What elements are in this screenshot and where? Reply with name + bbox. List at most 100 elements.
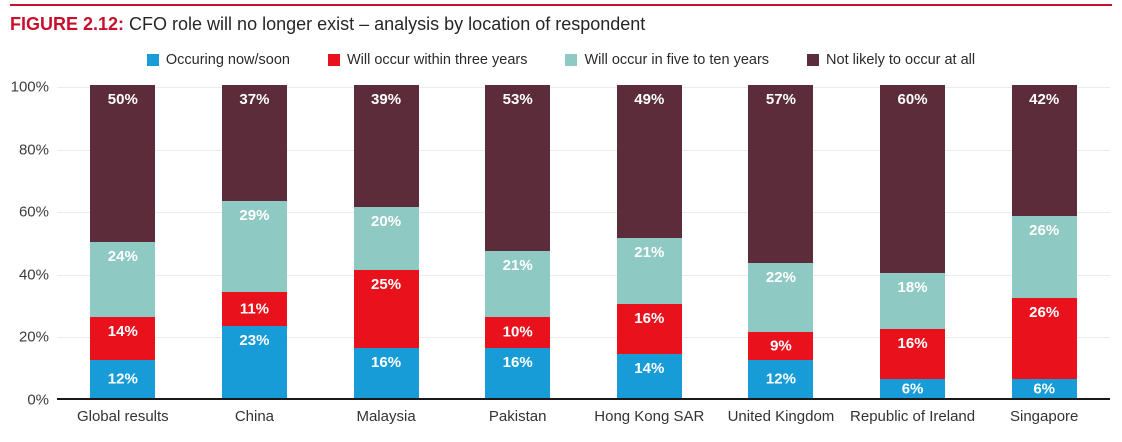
bar-segment: 49%: [616, 85, 682, 239]
y-axis-tick-0: 0%: [27, 391, 49, 409]
y-axis-tick-100: 100%: [10, 78, 49, 96]
bar-segment: 53%: [485, 85, 551, 251]
legend-label: Not likely to occur at all: [826, 52, 976, 68]
figure-caption-text: CFO role will no longer exist – analysis…: [129, 14, 646, 34]
bar-segment: 42%: [1011, 85, 1077, 217]
bar-segment: 16%: [880, 329, 946, 380]
bar-segment: 12%: [90, 360, 156, 398]
bar-segment: 18%: [880, 272, 946, 330]
y-axis-tick-40: 40%: [18, 266, 49, 284]
bar-column-4: 49% 21% 16% 14%: [584, 85, 716, 398]
segment-value-label: 6%: [1033, 380, 1056, 398]
accent-rule: [10, 4, 1112, 6]
gridline-100: [57, 87, 1110, 88]
bar-segment: 23%: [221, 326, 287, 398]
x-axis-label: Malaysia: [356, 408, 416, 425]
segment-value-label: 53%: [502, 91, 533, 109]
x-axis-label: Pakistan: [488, 408, 547, 425]
bar-segment: 6%: [880, 379, 946, 398]
x-axis-labels: Global results China Malaysia Pakistan Hong …: [57, 408, 1110, 425]
bar-segment: 29%: [221, 200, 287, 292]
bar-segment: 14%: [616, 354, 682, 398]
bar-segment: 24%: [90, 241, 156, 317]
x-axis-label: China: [234, 408, 275, 425]
segment-value-label: 18%: [897, 278, 928, 296]
stacked-bar-2: 39% 20% 25% 16%: [353, 85, 419, 398]
segment-value-label: 23%: [239, 332, 270, 350]
figure-2-12-panel: FIGURE 2.12: CFO role will no longer exi…: [0, 4, 1122, 425]
bar-segment: 16%: [616, 304, 682, 355]
bar-segment: 25%: [353, 269, 419, 348]
stacked-bar-3: 53% 21% 10% 16%: [485, 85, 551, 398]
legend-label: Will occur within three years: [346, 52, 528, 68]
stacked-bar-chart: 0% 20% 40% 60% 80% 100% 50% 24% 14% 12% 37% 29% 11% 2…: [11, 79, 1110, 409]
x-axis-label: Hong Kong SAR: [594, 408, 705, 425]
segment-value-label: 26%: [1029, 222, 1060, 240]
x-axis-label: Republic of Ireland: [850, 408, 976, 425]
bar-segment: 9%: [748, 332, 814, 361]
stacked-bar-4: 49% 21% 16% 14%: [616, 85, 682, 398]
bar-segment: 26%: [1011, 216, 1077, 298]
stacked-bar-6: 60% 18% 16% 6%: [880, 85, 946, 398]
legend-item-3: Not likely to occur at all: [807, 52, 975, 68]
bar-segment: 21%: [616, 238, 682, 305]
segment-value-label: 22%: [765, 269, 796, 287]
segment-value-label: 37%: [239, 91, 270, 109]
bars-container: 50% 24% 14% 12% 37% 29% 11% 23% 39% 20% 25% 16% 53% 2…: [57, 85, 1110, 398]
figure-title: FIGURE 2.12: CFO role will no longer exi…: [10, 13, 1112, 35]
segment-value-label: 14%: [634, 360, 665, 378]
bar-segment: 60%: [880, 85, 946, 273]
bar-column-2: 39% 20% 25% 16%: [320, 85, 452, 398]
segment-value-label: 42%: [1029, 91, 1060, 109]
bar-segment: 10%: [485, 316, 551, 348]
segment-value-label: 16%: [502, 353, 533, 371]
bar-column-0: 50% 24% 14% 12%: [57, 85, 189, 398]
legend-label: Occuring now/soon: [165, 52, 290, 68]
bar-segment: 16%: [353, 347, 419, 398]
segment-value-label: 26%: [1029, 303, 1060, 321]
segment-value-label: 12%: [107, 370, 138, 388]
bar-segment: 12%: [748, 360, 814, 398]
legend-swatch-icon: [807, 54, 820, 66]
bar-column-5: 57% 22% 9% 12%: [715, 85, 847, 398]
x-axis-label: Singapore: [1009, 408, 1079, 425]
segment-value-label: 10%: [502, 323, 533, 341]
segment-value-label: 21%: [502, 256, 533, 274]
bar-column-7: 42% 26% 26% 6%: [978, 85, 1110, 398]
legend-label: Will occur in five to ten years: [584, 52, 770, 68]
bar-column-6: 60% 18% 16% 6%: [847, 85, 979, 398]
segment-value-label: 39%: [371, 91, 402, 109]
gridline-60: [57, 212, 1110, 214]
bar-column-1: 37% 29% 11% 23%: [189, 85, 321, 398]
legend-item-2: Will occur in five to ten years: [565, 52, 769, 68]
chart-legend: Occuring now/soon Will occur within three…: [0, 50, 1122, 70]
segment-value-label: 6%: [901, 380, 924, 398]
segment-value-label: 20%: [371, 213, 402, 231]
segment-value-label: 29%: [239, 206, 270, 224]
bar-segment: 16%: [485, 347, 551, 398]
y-axis-tick-20: 20%: [18, 328, 49, 346]
segment-value-label: 24%: [107, 247, 138, 265]
segment-value-label: 57%: [765, 91, 796, 109]
bar-segment: 21%: [485, 250, 551, 317]
segment-value-label: 16%: [371, 353, 402, 371]
segment-value-label: 16%: [897, 335, 928, 353]
segment-value-label: 60%: [897, 91, 928, 109]
legend-swatch-icon: [146, 54, 159, 66]
bar-segment: 14%: [90, 316, 156, 361]
stacked-bar-1: 37% 29% 11% 23%: [221, 85, 287, 398]
stacked-bar-7: 42% 26% 26% 6%: [1011, 85, 1077, 398]
gridline-80: [57, 149, 1110, 151]
bar-column-3: 53% 21% 10% 16%: [452, 85, 584, 398]
legend-item-1: Will occur within three years: [327, 52, 528, 68]
y-axis-tick-80: 80%: [18, 141, 49, 159]
figure-number-label: FIGURE 2.12:: [10, 14, 125, 34]
segment-value-label: 49%: [634, 91, 665, 109]
gridline-40: [57, 274, 1110, 276]
gridline-20: [57, 337, 1110, 339]
segment-value-label: 11%: [239, 300, 270, 318]
bar-segment: 6%: [1011, 379, 1077, 398]
bar-segment: 37%: [221, 85, 287, 201]
legend-item-0: Occuring now/soon: [146, 52, 290, 68]
bar-segment: 26%: [1011, 297, 1077, 380]
